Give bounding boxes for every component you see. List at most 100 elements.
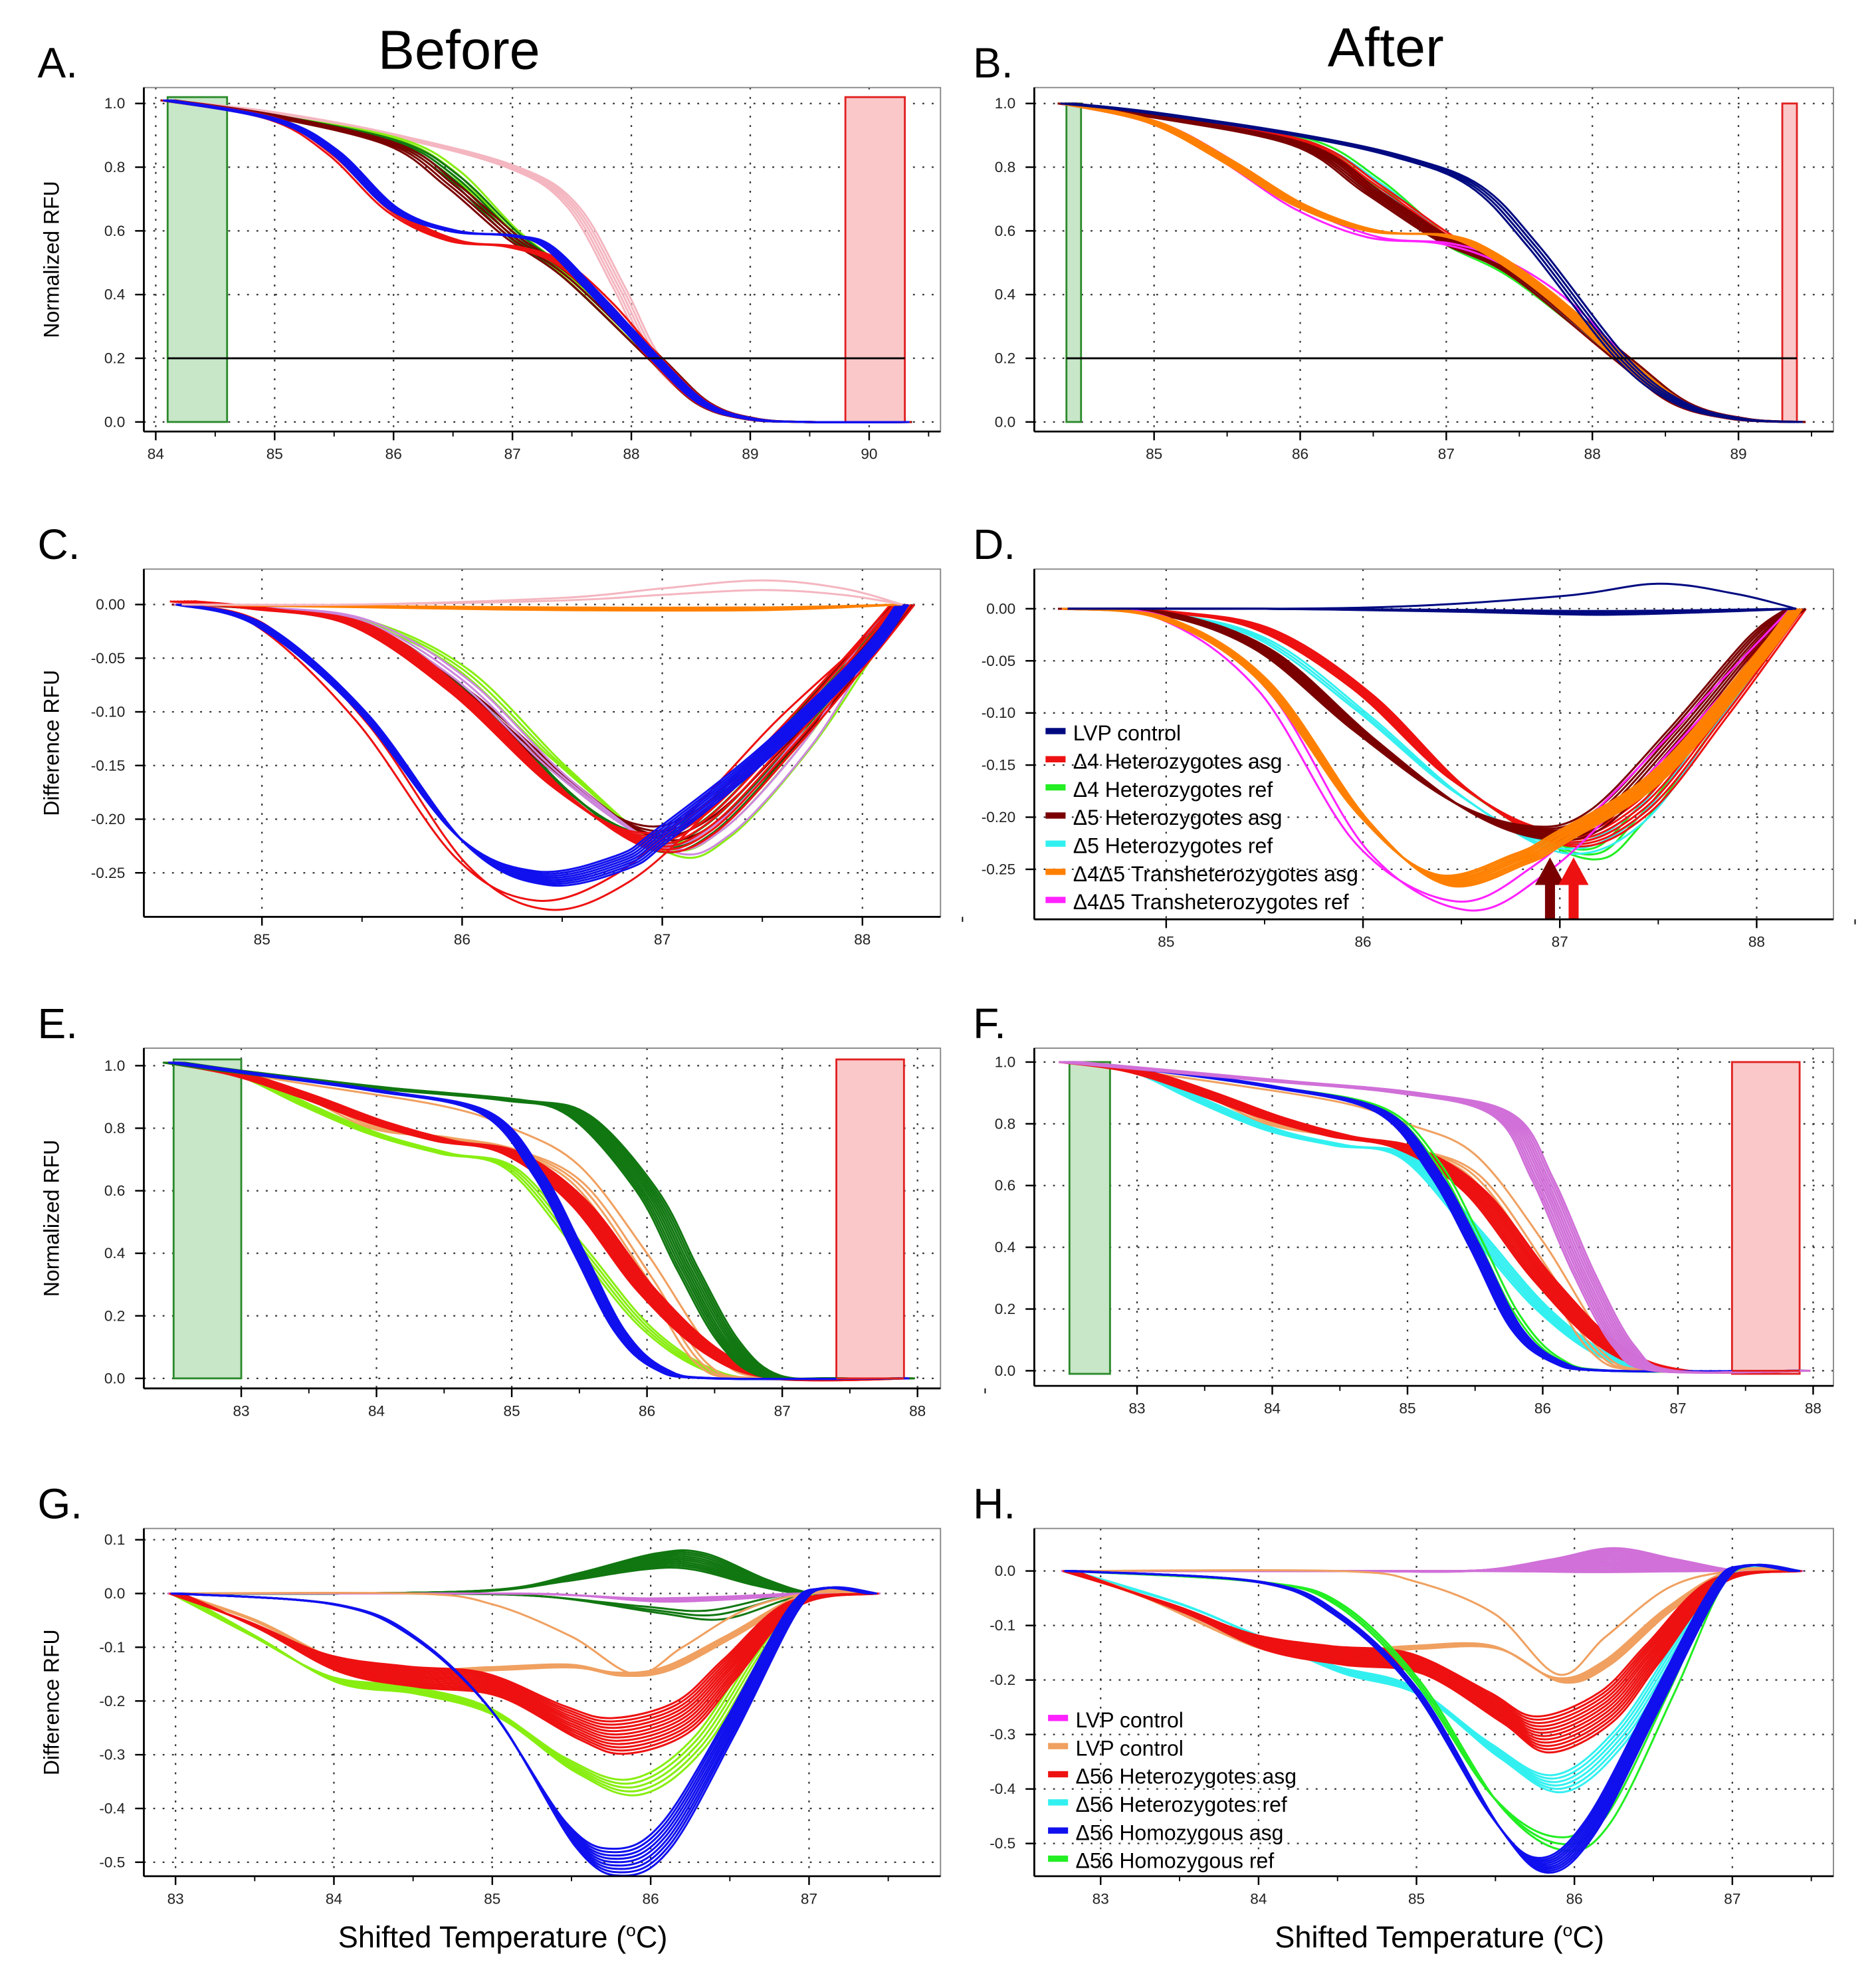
legend: LVP control LVP control Δ56 Heterozygotes … (1048, 1708, 1297, 1873)
legend-item: Δ56 Heterozygotes asg (1048, 1765, 1297, 1789)
x-tick-label: 84 (1250, 1890, 1267, 1907)
y-tick-label: -0.4 (99, 1801, 125, 1817)
panel-label: A. (38, 39, 78, 87)
series-line-violet (189, 603, 912, 856)
series-line-navy (1072, 102, 1803, 423)
x-tick-label: 90 (861, 446, 877, 463)
series-line-blue (167, 1061, 899, 1380)
series-line-red (193, 600, 916, 853)
series-line-lime (1065, 1061, 1796, 1373)
series-line-blue (175, 1061, 906, 1380)
legend-item: Δ4 Heterozygotes ref (1045, 778, 1273, 802)
legend-item: Δ56 Heterozygotes ref (1048, 1793, 1287, 1816)
y-tick-label: -0.1 (990, 1617, 1015, 1634)
y-tick-label: -0.3 (990, 1726, 1015, 1743)
series-line-red (1080, 1061, 1811, 1374)
series-line-darkred (165, 99, 903, 423)
x-tick-label: 88 (909, 1402, 926, 1419)
legend-swatch (1045, 840, 1066, 847)
series-line-cyan (1076, 1061, 1807, 1373)
series-line-cyan (1062, 1061, 1793, 1373)
series-line-orchid (1068, 1061, 1799, 1374)
series-line-red (181, 1592, 879, 1755)
series-line-orchid (1071, 1061, 1801, 1374)
y-tick-label: 0.4 (104, 286, 125, 303)
x-tick-label: 88 (1805, 1400, 1822, 1417)
x-axis-label-text: Shifted Temperature ( (1275, 1920, 1562, 1954)
y-tick-label: 0.0 (995, 1363, 1015, 1379)
series-line-orchid (1063, 1061, 1794, 1374)
arrow-head (1558, 857, 1589, 885)
legend-item: Δ4Δ5 Transheterozygotes asg (1045, 862, 1358, 886)
series-line-red (172, 1061, 903, 1382)
series-line-blue (1075, 1061, 1806, 1372)
legend-item: LVP control (1048, 1708, 1184, 1732)
series-line-blue (1065, 1061, 1796, 1372)
arrow-shaft (1544, 882, 1555, 920)
legend-label: Δ4 Heterozygotes ref (1073, 778, 1273, 802)
legend-item: Δ4 Heterozygotes asg (1045, 749, 1282, 773)
y-tick-label: 0.4 (995, 1239, 1015, 1256)
series-line-sandy (175, 1591, 873, 1676)
x-tick-label: 86 (1354, 934, 1371, 950)
x-axis-label-degree: o (1563, 1920, 1573, 1940)
series-line-blue (1070, 1061, 1801, 1372)
y-tick-label: 0.00 (986, 600, 1015, 617)
series-line-darkgreen (165, 99, 903, 423)
y-tick-label: 0.2 (104, 1307, 125, 1324)
x-axis-label-text: Shifted Temperature ( (338, 1920, 626, 1954)
y-tick-label: 0.4 (995, 286, 1015, 303)
panel-a: A. Normalized RFU 84 85 86 87 88 89 90 0.0 0.2 0.4 0… (38, 39, 942, 463)
x-tick-label: 85 (266, 446, 283, 463)
x-tick-label: 85 (1408, 1890, 1425, 1907)
x-axis-label-unit: C) (636, 1920, 668, 1954)
x-axis-label-degree: o (626, 1920, 636, 1940)
x-tick-label: 83 (167, 1890, 184, 1907)
x-tick-label: 85 (1399, 1400, 1415, 1417)
legend-item: Δ4Δ5 Transheterozygotes ref (1045, 890, 1349, 914)
x-axis-label-unit: C) (1572, 1920, 1604, 1954)
series-line-cyan (1073, 102, 1805, 423)
series-line-red (165, 1061, 897, 1382)
series-line-blue (1073, 1061, 1804, 1372)
series-line-chartreuse (167, 1061, 899, 1380)
series-line-magenta (1061, 607, 1791, 903)
x-tick-label: 86 (1292, 446, 1308, 463)
normalization-region-red (844, 96, 906, 423)
x-tick-label: 84 (326, 1890, 342, 1907)
series-line-orchid (1075, 1061, 1806, 1374)
y-tick-label: -0.10 (982, 705, 1015, 721)
plot-frame (143, 1047, 942, 1389)
legend-item: LVP control (1045, 721, 1181, 745)
legend-swatch (1048, 1771, 1069, 1778)
x-tick-label: 85 (504, 1402, 520, 1419)
series-line-orange (1067, 102, 1798, 423)
y-tick-label: 0.0 (104, 1585, 125, 1602)
series-line-red (165, 99, 903, 423)
y-tick-label: -0.05 (91, 650, 125, 667)
series-line-red (169, 99, 907, 423)
x-tick-label: 84 (1264, 1400, 1281, 1417)
x-tick-label: 85 (1146, 446, 1162, 463)
x-tick-label: 87 (1724, 1890, 1740, 1907)
series-line-red (170, 1061, 901, 1382)
y-tick-label: 0.0 (995, 1563, 1015, 1579)
series-line-navy (1068, 102, 1800, 423)
series-line-red (161, 99, 899, 423)
panel-label: H. (973, 1480, 1015, 1528)
series-line-darkgreen (177, 1061, 908, 1380)
series-line-blue (169, 1061, 900, 1380)
series-line-orange (1060, 102, 1792, 423)
panel-label: B. (973, 39, 1013, 87)
legend-swatch (1048, 1743, 1069, 1749)
series-line-cyan (1059, 102, 1790, 423)
series-line-orchid (1065, 1061, 1796, 1374)
series-line-sandy (173, 1061, 904, 1382)
normalization-region-red (1730, 1061, 1801, 1375)
series-line-chartreuse (171, 1061, 902, 1380)
panel-g: G. Difference RFU 83 84 85 86 87 -0.5 -0.4 -0.3 -0… (38, 1480, 942, 1907)
series-group (167, 1549, 881, 1876)
panel-label: E. (38, 1000, 78, 1047)
series-line-darkgreen (172, 1061, 903, 1380)
grid (1034, 87, 1833, 432)
